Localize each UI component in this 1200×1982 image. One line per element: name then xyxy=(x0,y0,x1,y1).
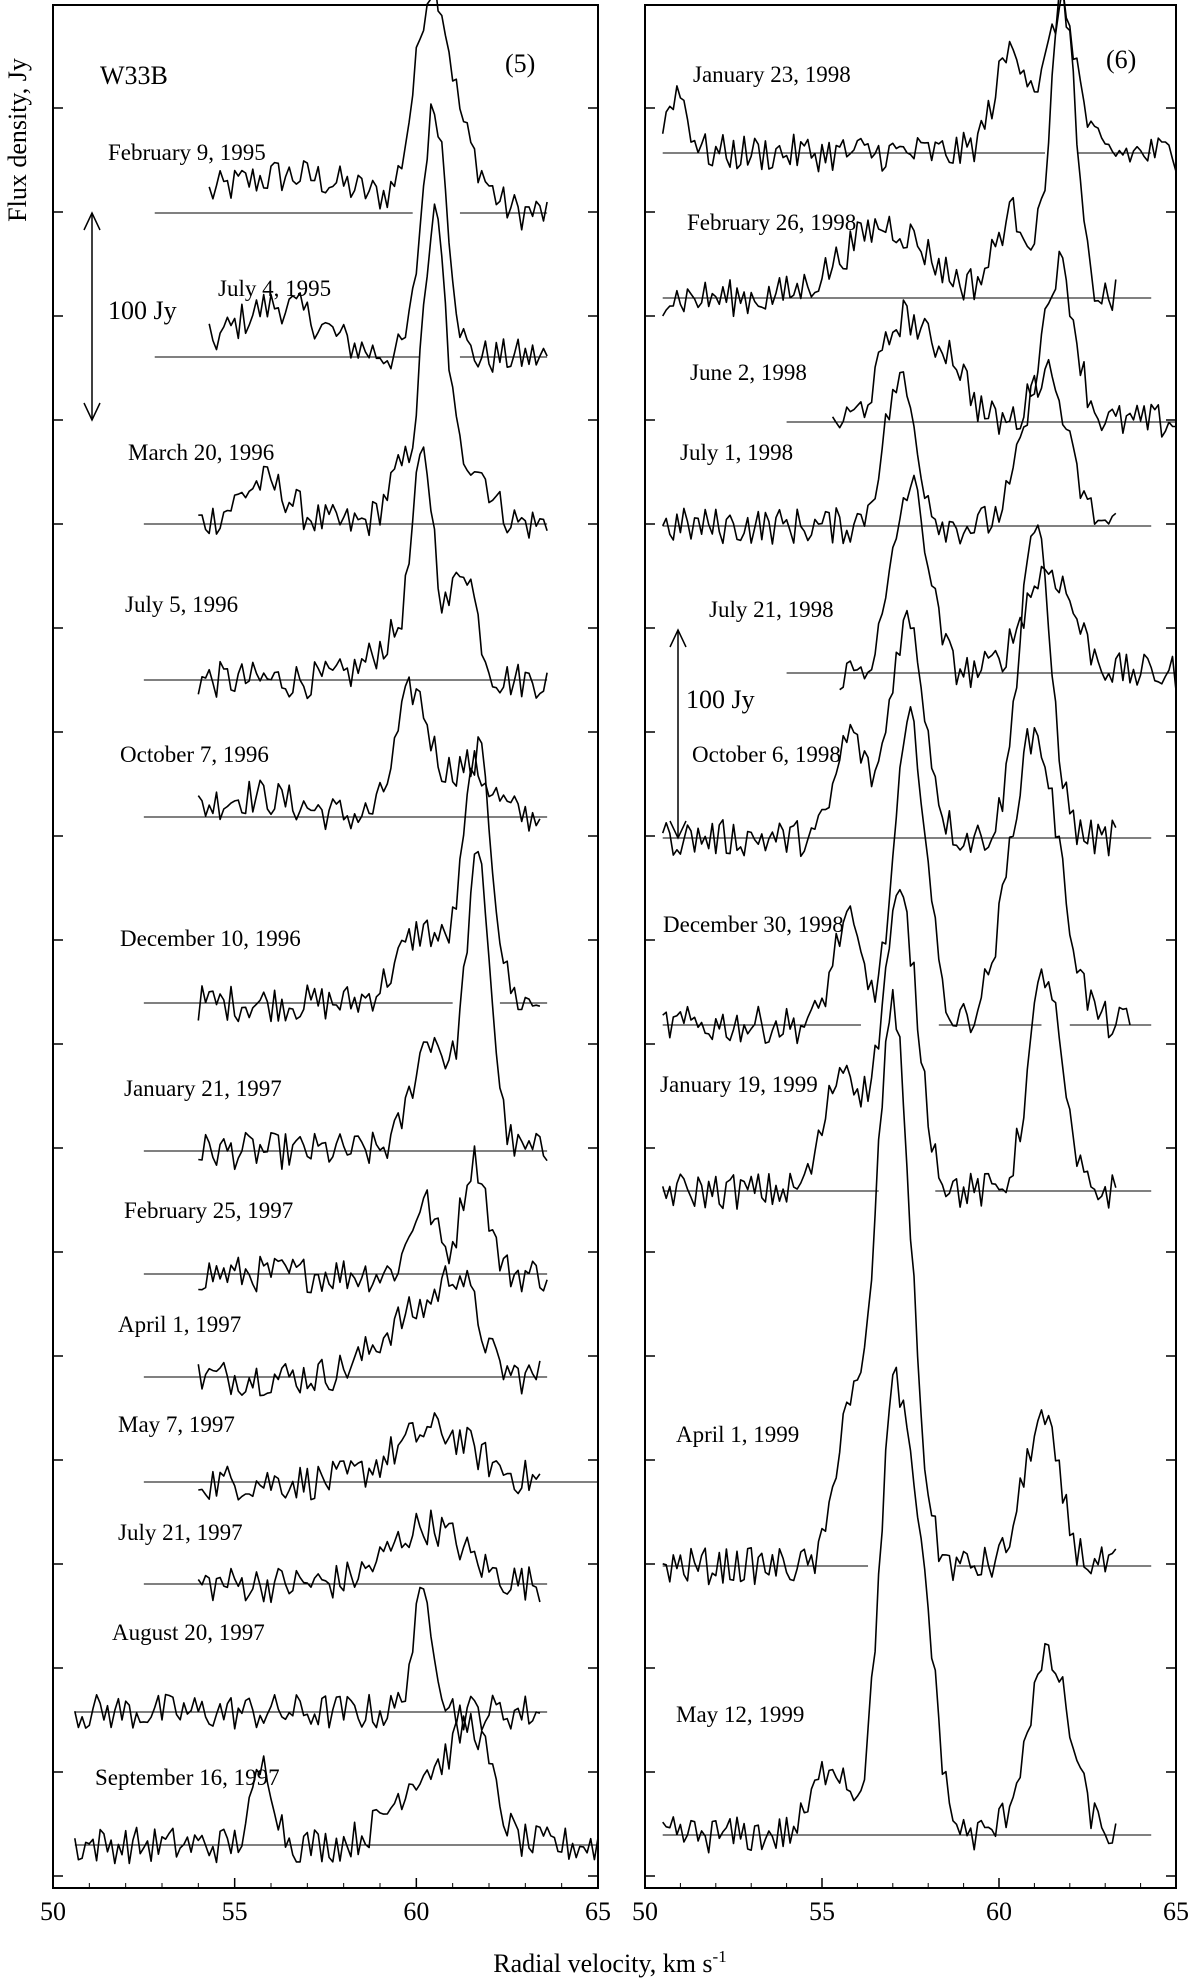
spectrum-date-label: January 21, 1997 xyxy=(124,1076,282,1101)
spectrum-date-label: October 6, 1998 xyxy=(692,742,841,767)
source-label: W33B xyxy=(100,61,168,90)
spectrum-trace xyxy=(74,1712,599,1865)
spectrum-date-label: February 25, 1997 xyxy=(124,1198,293,1223)
spectrum-date-label: September 16, 1997 xyxy=(95,1765,280,1790)
x-axis-title: Radial velocity, km s-1 xyxy=(493,1947,726,1978)
spectrum-date-label: April 1, 1997 xyxy=(118,1312,241,1337)
spectrum-date-label: December 30, 1998 xyxy=(663,912,844,937)
spectrum-trace xyxy=(839,474,1177,691)
spectrum-trace xyxy=(197,1509,541,1604)
x-tick-label: 65 xyxy=(1163,1897,1189,1926)
x-tick-labels: 50 55 60 65 50 55 60 65 xyxy=(40,1897,1189,1926)
x-tick-label: 55 xyxy=(222,1897,248,1926)
panel-5-id: (5) xyxy=(505,49,535,78)
spectrum-date-label: May 7, 1997 xyxy=(118,1412,235,1437)
spectrum-date-label: February 26, 1998 xyxy=(687,210,856,235)
spectrum-date-label: July 4, 1995 xyxy=(218,276,331,301)
spectrum-date-label: June 2, 1998 xyxy=(690,360,807,385)
scale-bar-right-label: 100 Jy xyxy=(686,685,755,714)
x-axis-title-sup: -1 xyxy=(713,1947,727,1966)
spectrum-trace xyxy=(198,1412,541,1501)
x-tick-label: 60 xyxy=(403,1897,429,1926)
spectrum-trace xyxy=(197,736,541,1023)
spectrum-date-label: May 12, 1999 xyxy=(676,1702,804,1727)
scale-bar-right: 100 Jy xyxy=(669,628,755,840)
x-tick-label: 65 xyxy=(585,1897,611,1926)
spectrum-trace xyxy=(197,1265,541,1397)
scale-bar-left: 100 Jy xyxy=(83,211,177,422)
spectrum-trace xyxy=(662,705,1131,1045)
spectrum-date-label: January 23, 1998 xyxy=(693,62,851,87)
spectrum-trace xyxy=(831,250,1177,438)
spectrum-trace xyxy=(662,0,1117,318)
spectrum-date-label: January 19, 1999 xyxy=(660,1072,818,1097)
spectrum-trace xyxy=(208,103,548,373)
spectrum-trace xyxy=(74,1586,541,1732)
x-tick-label: 55 xyxy=(809,1897,835,1926)
spectrum-date-label: October 7, 1996 xyxy=(120,742,269,767)
spectrum-trace xyxy=(198,203,548,539)
spectrum-date-label: July 5, 1996 xyxy=(125,592,238,617)
x-tick-label: 50 xyxy=(40,1897,66,1926)
x-tick-label: 60 xyxy=(986,1897,1012,1926)
spectrum-trace xyxy=(662,988,1117,1586)
spectrum-date-label: April 1, 1999 xyxy=(676,1422,799,1447)
panel-6-frame xyxy=(644,4,1177,1889)
spectrum-date-label: December 10, 1996 xyxy=(120,926,301,951)
spectrum-date-label: July 21, 1997 xyxy=(118,1520,243,1545)
scale-bar-left-label: 100 Jy xyxy=(108,296,177,325)
x-tick-label: 50 xyxy=(632,1897,658,1926)
spectrum-trace xyxy=(198,850,548,1171)
spectrum-date-label: March 20, 1996 xyxy=(128,440,274,465)
spectrum-trace xyxy=(197,676,541,832)
spectra-traces: February 9, 1995 July 4, 1995 March 20, 19… xyxy=(74,0,1177,1865)
spectrum-date-label: July 21, 1998 xyxy=(709,597,834,622)
spectrum-trace xyxy=(662,1366,1117,1854)
panel-6-id: (6) xyxy=(1106,45,1136,74)
spectrum-trace xyxy=(661,0,1177,173)
axis-ticks xyxy=(52,107,1177,1888)
spectrum-trace xyxy=(208,0,548,231)
y-axis-title: Flux density, Jy xyxy=(3,58,32,222)
spectrum-date-label: August 20, 1997 xyxy=(112,1620,265,1645)
x-axis-title-main: Radial velocity, km s xyxy=(493,1949,712,1978)
spectrum-trace xyxy=(197,446,548,700)
spectrum-trace xyxy=(661,888,1117,1210)
panel-5-frame xyxy=(52,4,599,1889)
spectrum-trace xyxy=(198,1145,548,1294)
spectrum-date-label: February 9, 1995 xyxy=(108,140,266,165)
spectrum-trace xyxy=(661,524,1117,858)
spectrum-date-label: July 1, 1998 xyxy=(680,440,793,465)
spectrum-trace xyxy=(661,358,1117,545)
